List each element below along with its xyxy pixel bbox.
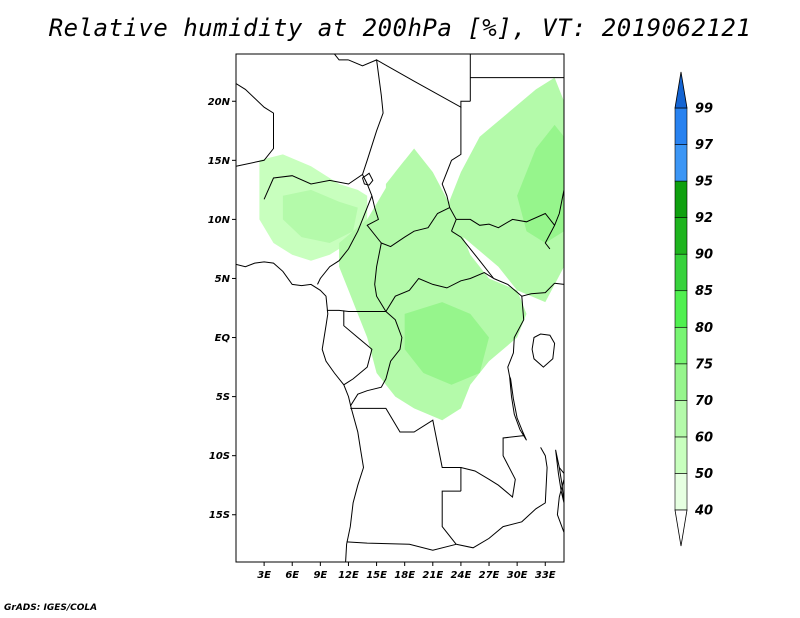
map-line-border-chad-car [381, 207, 450, 248]
x-tick-label-33E: 33E [535, 570, 556, 581]
colorbar-bin-80-85 [674, 290, 688, 328]
colorbar-label-99: 99 [695, 102, 713, 117]
map-line-border-sudan-southsudan [456, 212, 555, 229]
plot-frame [235, 53, 565, 563]
map-line-lake-victoria [531, 333, 556, 368]
colorbar-bin-92-95 [674, 180, 688, 218]
map-line-border-car-sudan [451, 230, 495, 279]
map-line-border-gabon-congo [343, 310, 373, 386]
y-tick-label-15N: 15N [208, 156, 231, 167]
map-line-border-chad-cameroon [366, 195, 382, 244]
map-line-border-zambia-east [456, 447, 548, 549]
x-tick-label-15E: 15E [366, 570, 387, 581]
map-line-border-mali-niger [236, 83, 274, 167]
y-tick-label-10N: 10N [208, 215, 231, 226]
x-tick-label-9E: 9E [313, 570, 327, 581]
colorbar-label-92: 92 [695, 211, 713, 226]
x-tick-label-30E: 30E [507, 570, 528, 581]
x-tick-label-6E: 6E [285, 570, 299, 581]
map-line-border-tanzania-mozambique [558, 467, 564, 474]
colorbar-bin-97-99 [674, 107, 688, 145]
colorbar-label-60: 60 [695, 430, 713, 445]
map-line-border-uganda-kenya [554, 282, 564, 285]
map-line-border-ethiopia-sudan [544, 189, 564, 250]
colorbar-bin-85-90 [674, 253, 688, 292]
colorbar-top-arrow [674, 71, 688, 109]
map-line-border-drc-zambia [460, 435, 524, 498]
y-tick-label-15S: 15S [209, 510, 230, 521]
colorbar-label-50: 50 [695, 467, 713, 482]
humidity-fill-layer [259, 77, 564, 421]
map-line-border-southsudan-drc-uganda [493, 278, 555, 297]
y-tick-label-5N: 5N [215, 274, 231, 285]
colorbar-label-90: 90 [695, 248, 713, 263]
colorbar-bin-70-75 [674, 363, 688, 401]
colorbar: 40 50 60 70 75 80 85 90 92 95 97 99 [674, 71, 714, 547]
y-tick-label-20N: 20N [208, 97, 231, 108]
humidity-region-chad-high [385, 160, 433, 232]
x-tick-label-24E: 24E [451, 570, 472, 581]
map-line-coast-west-africa [236, 261, 365, 562]
colorbar-label-97: 97 [695, 138, 714, 153]
map-outline-layer [236, 54, 564, 562]
x-tick-label-12E: 12E [338, 570, 359, 581]
map-line-lake-chad [361, 172, 374, 186]
map-line-border-angola-zambia [441, 490, 461, 545]
map-line-border-drc-angola [350, 407, 462, 492]
colorbar-bin-40-50 [674, 473, 688, 511]
map-line-border-chad-sudan [441, 107, 462, 232]
x-tick-label-18E: 18E [394, 570, 415, 581]
grads-credit: GrADS: IGES/COLA [4, 603, 98, 613]
humidity-region-sudan-east-moist [517, 124, 564, 243]
humidity-region-congo-core [404, 302, 489, 385]
y-tick-label-10S: 10S [209, 451, 230, 462]
colorbar-label-85: 85 [695, 284, 713, 299]
map-line-border-car-drc [385, 272, 494, 312]
colorbar-bin-75-80 [674, 326, 688, 365]
colorbar-bin-50-60 [674, 436, 688, 474]
map-line-border-niger-nigeria [263, 173, 373, 200]
map-line-border-angola-namibia [346, 541, 457, 551]
x-tick-label-21E: 21E [422, 570, 443, 581]
y-tick-label-EQ: EQ [215, 333, 231, 344]
map-line-border-niger-chad-libya [348, 59, 384, 175]
map-line-border-congo-drc [349, 311, 403, 407]
colorbar-label-95: 95 [695, 175, 713, 190]
colorbar-label-80: 80 [695, 321, 713, 336]
humidity-region-sudan-east [442, 77, 564, 303]
map-line-border-drc-uganda-rwanda [507, 296, 525, 377]
colorbar-bottom-arrow [674, 509, 688, 547]
colorbar-label-75: 75 [695, 357, 713, 372]
x-tick-label-3E: 3E [257, 570, 271, 581]
humidity-region-sahel-west-moist [282, 189, 358, 243]
colorbar-bin-95-97 [674, 144, 688, 182]
colorbar-label-40: 40 [694, 504, 713, 519]
colorbar-bin-90-92 [674, 217, 688, 255]
x-tick-label-27E: 27E [479, 570, 500, 581]
map-line-border-cameroon-car [374, 242, 387, 312]
map-line-border-nigeria-cameroon [317, 195, 373, 285]
colorbar-bin-60-70 [674, 400, 688, 438]
chart-title: Relative humidity at 200hPa [%], VT: 201… [48, 14, 752, 42]
map-line-border-cameroon-gabon [326, 309, 386, 312]
colorbar-label-70: 70 [695, 394, 713, 409]
map-line-border-libya-chad-sudan [376, 59, 471, 109]
map-line-border-algeria-libya [333, 54, 349, 61]
y-tick-label-5S: 5S [216, 392, 230, 403]
map-line-lake-tanganyika [509, 376, 527, 441]
